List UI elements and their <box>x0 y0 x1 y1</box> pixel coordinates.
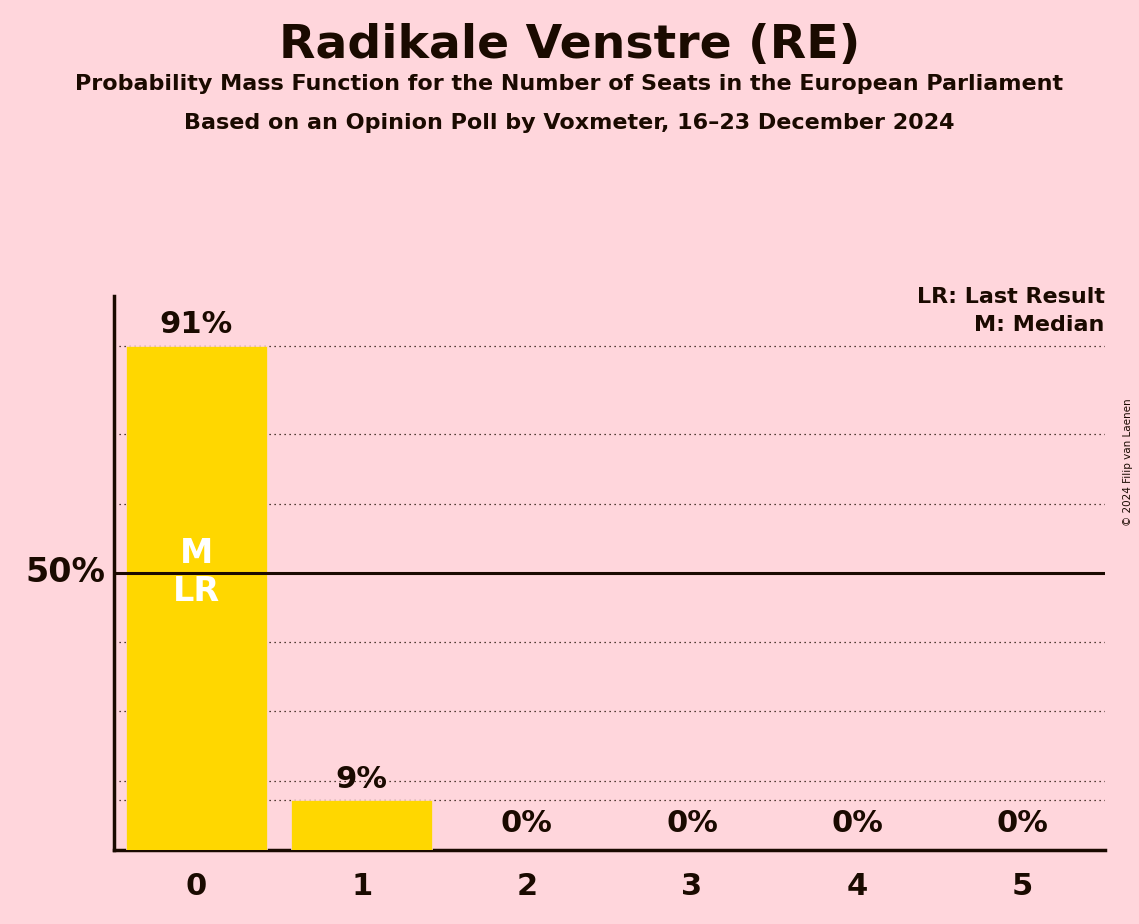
Text: M: Median: M: Median <box>975 315 1105 335</box>
Text: M
LR: M LR <box>173 537 220 609</box>
Text: © 2024 Filip van Laenen: © 2024 Filip van Laenen <box>1123 398 1133 526</box>
Text: Based on an Opinion Poll by Voxmeter, 16–23 December 2024: Based on an Opinion Poll by Voxmeter, 16… <box>185 113 954 133</box>
Bar <box>126 346 267 850</box>
Text: Probability Mass Function for the Number of Seats in the European Parliament: Probability Mass Function for the Number… <box>75 74 1064 94</box>
Text: Radikale Venstre (RE): Radikale Venstre (RE) <box>279 23 860 68</box>
Text: 0%: 0% <box>501 809 552 838</box>
Bar <box>292 800 432 850</box>
Text: 91%: 91% <box>159 310 233 339</box>
Text: 0%: 0% <box>831 809 883 838</box>
Text: 0%: 0% <box>997 809 1048 838</box>
Text: 9%: 9% <box>336 764 387 794</box>
Text: LR: Last Result: LR: Last Result <box>917 287 1105 308</box>
Text: 0%: 0% <box>666 809 718 838</box>
Text: 50%: 50% <box>26 556 106 590</box>
